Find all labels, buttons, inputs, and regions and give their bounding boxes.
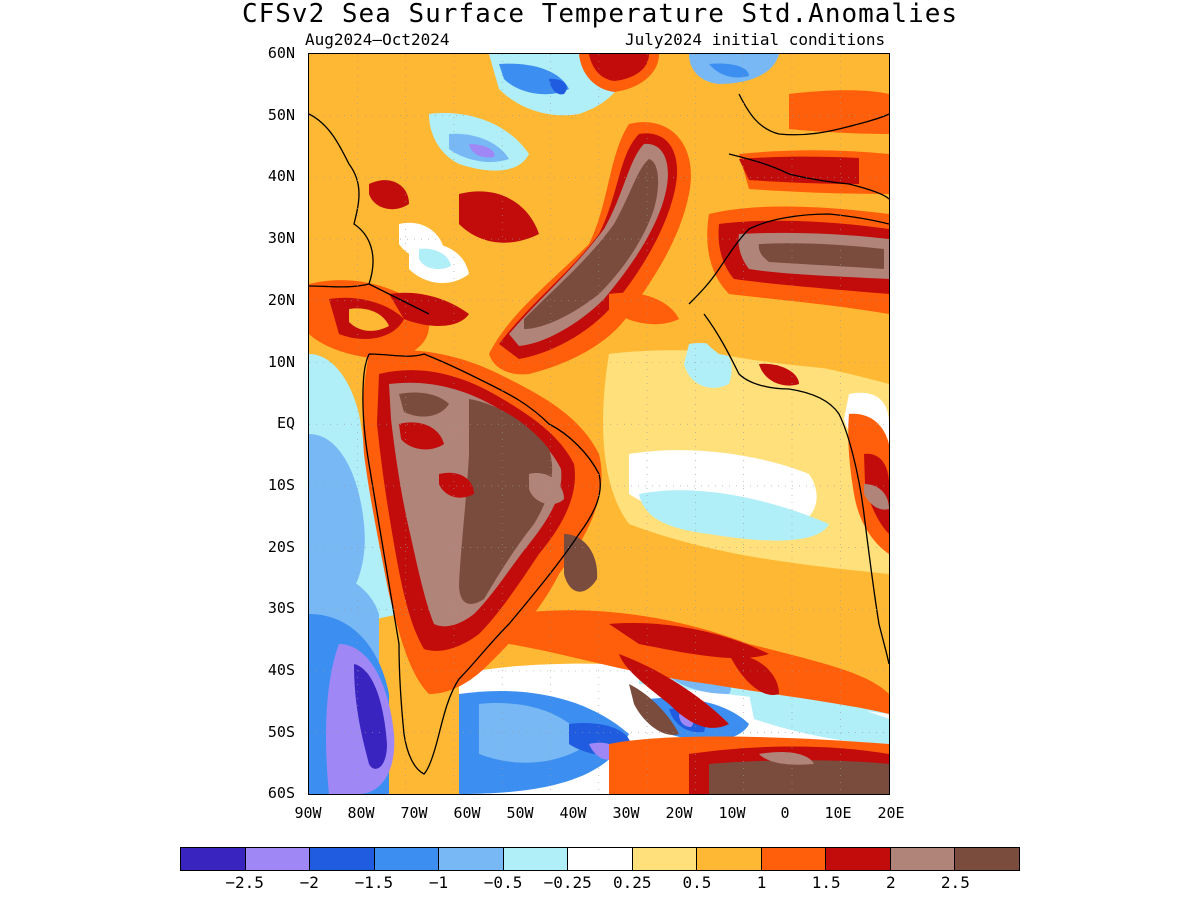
colorbar-swatch [761,848,827,870]
anomaly-region [589,54,649,81]
lon-label: 60W [453,804,481,822]
colorbar [180,847,1020,871]
anomaly-region [419,248,451,270]
anomaly-region [609,623,769,659]
lat-label: 20N [267,290,295,309]
anomaly-region [349,308,389,331]
anomaly-region [759,752,814,765]
anomaly-region [864,484,889,510]
anomaly-region [684,343,732,388]
colorbar-swatch [890,848,956,870]
initial-conditions: July2024 initial conditions [625,30,886,49]
anomaly-region [689,302,889,374]
lat-label: 20S [267,537,295,556]
colorbar-swatch [697,848,762,870]
colorbar-label: −0.5 [483,873,523,892]
anomaly-region [524,159,659,329]
lon-label: 0 [780,804,790,822]
anomaly-region [389,292,469,326]
colorbar-label: 0.25 [613,873,652,892]
lat-label: EQ [276,414,295,433]
colorbar-label: 0.5 [682,873,712,892]
anomaly-region [509,610,889,714]
anomaly-region [459,399,553,604]
lat-label: 50S [267,722,295,741]
lon-label: 20W [665,804,693,822]
anomaly-region [789,90,889,134]
colorbar-swatch [310,848,375,870]
anomaly-region [629,684,679,735]
lon-label: 70W [400,804,428,822]
colorbar-swatch [374,848,440,870]
lat-label: 60S [267,784,295,803]
colorbar-swatch [632,848,698,870]
lon-label: 50W [506,804,534,822]
colorbar-label: 2 [885,873,896,892]
colorbar-label: −0.25 [543,873,592,892]
colorbar-swatch [955,848,1019,870]
colorbar-swatch [439,848,504,870]
anomaly-region [549,78,567,95]
anomaly-region [758,243,884,269]
anomaly-region [759,363,799,386]
anomaly-region [679,714,694,727]
anomaly-region [609,292,679,325]
anomaly-region [369,180,409,210]
anomaly-region [399,392,449,417]
anomaly-region [749,694,889,744]
lon-label: 40W [559,804,587,822]
map-title: CFSv2 Sea Surface Temperature Std.Anomal… [241,0,959,29]
anomaly-region [709,760,889,794]
lat-label: 40N [267,167,295,186]
lon-label: 30W [612,804,640,822]
lon-label: 80W [347,804,375,822]
lon-label: 10W [718,804,746,822]
colorbar-label: −2 [299,873,319,892]
lon-label: 10E [824,804,852,822]
colorbar-swatch [826,848,891,870]
lat-label: 40S [267,661,295,679]
colorbar-swatch [568,848,633,870]
anomaly-region [459,191,539,243]
anomaly-region [564,534,598,592]
forecast-period: Aug2024–Oct2024 [305,30,450,49]
lon-label: 20E [877,804,905,822]
lat-label: 10N [267,352,295,371]
lat-label: 60N [267,44,295,62]
lat-label: 10S [267,475,295,494]
colorbar-label: 1 [756,873,767,892]
lon-label: 90W [294,804,322,822]
colorbar-label: 1.5 [811,873,841,892]
sst-anomaly-map [308,53,890,795]
anomaly-region [709,63,749,78]
anomaly-region [729,654,779,695]
lat-label: 30S [267,599,295,618]
colorbar-label: −1.5 [354,873,394,892]
anomaly-region [739,156,859,184]
anomaly-region [399,422,444,450]
anomaly-region [469,144,495,158]
anomaly-region [439,472,474,498]
colorbar-label: 2.5 [940,873,970,892]
map-canvas [309,54,889,794]
lat-label: 50N [267,105,295,124]
anomaly-region [619,654,729,728]
colorbar-swatch [503,848,569,870]
anomaly-region [354,664,387,769]
lat-label: 30N [267,229,295,248]
colorbar-swatch [181,848,246,870]
coastline [309,93,889,775]
colorbar-label: −1 [428,873,449,892]
anomaly-region [529,473,564,505]
colorbar-label: −2.5 [225,873,264,892]
anomaly-region [639,490,829,541]
colorbar-swatch [245,848,311,870]
